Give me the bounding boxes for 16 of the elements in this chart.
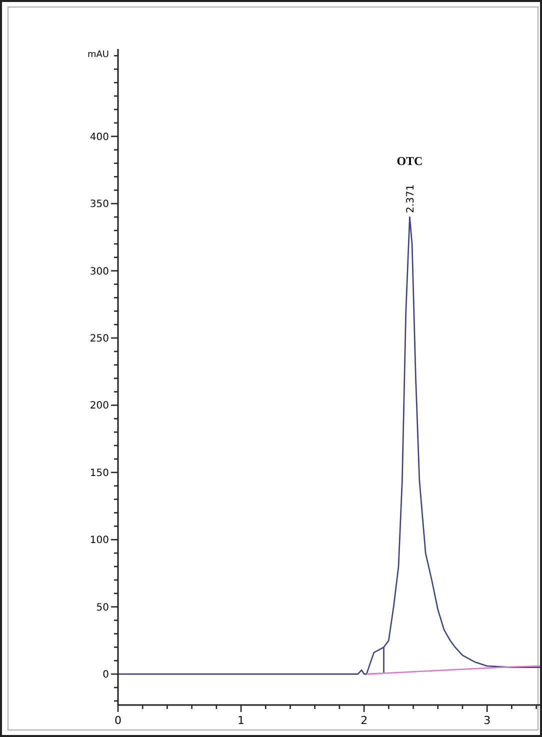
y-tick-label: 0 [102, 670, 109, 681]
annotation: 2.371 [406, 184, 417, 214]
x-tick-label: 2 [360, 714, 368, 727]
y-tick-label: 200 [90, 400, 109, 412]
y-tick-label: 50 [96, 602, 109, 614]
y-axis-title: mAU [87, 50, 109, 60]
x-tick-label: 0 [114, 714, 122, 727]
x-tick-label: 1 [238, 714, 245, 727]
y-tick-label: 250 [90, 334, 109, 345]
y-tick-label: 350 [90, 199, 109, 210]
y-tick-label: 300 [90, 266, 109, 278]
x-tick-label: 3 [484, 714, 491, 727]
y-tick-label: 100 [90, 535, 109, 546]
y-tick-label: 150 [90, 468, 109, 479]
annotation: OTC [396, 154, 423, 168]
y-tick-label: 400 [90, 132, 109, 143]
